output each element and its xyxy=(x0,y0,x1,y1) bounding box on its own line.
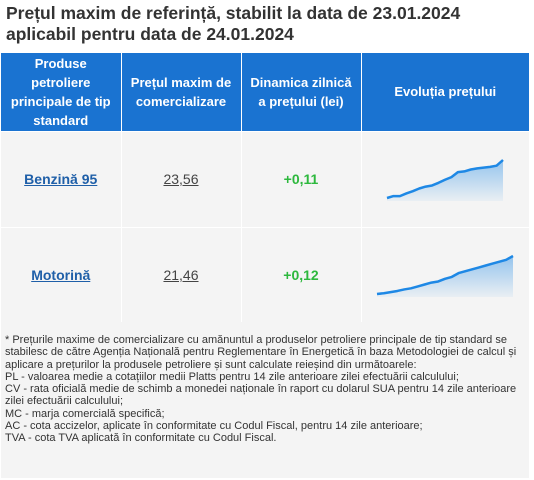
header-product: Produse petroliere principale de tip sta… xyxy=(1,53,121,131)
footnote-tva: TVA - cota TVA aplicată în conformitate … xyxy=(5,432,277,445)
footnotes: * Prețurile maxime de comercializare cu … xyxy=(1,322,529,478)
table-row: Motorină 21,46 +0,12 xyxy=(1,226,529,323)
header-price-evolution: Evoluția prețului xyxy=(360,53,529,131)
change-cell: +0,11 xyxy=(240,130,361,227)
product-link-benzina-95[interactable]: Benzină 95 xyxy=(24,171,98,187)
footnote-pl: PL - valoarea medie a cotațiilor medii P… xyxy=(5,370,459,383)
price-value[interactable]: 23,56 xyxy=(163,171,199,187)
sparkline-cell xyxy=(360,226,529,323)
price-table: Produse petroliere principale de tip sta… xyxy=(1,53,529,323)
footnote-intro: * Prețurile maxime de comercializare cu … xyxy=(5,334,517,371)
sparkline-cell xyxy=(360,130,529,227)
product-link-motorina[interactable]: Motorină xyxy=(31,267,91,284)
sparkline-benzina-95 xyxy=(386,159,505,201)
product-cell: Motorină xyxy=(1,226,121,323)
price-cell: 23,56 xyxy=(120,130,241,227)
header-daily-change: Dinamica zilnică a prețului (lei) xyxy=(240,53,361,131)
change-value: +0,11 xyxy=(283,171,319,187)
price-value[interactable]: 21,46 xyxy=(163,267,199,284)
product-cell: Benzină 95 xyxy=(1,130,121,227)
header-max-price: Prețul maxim de comercializare xyxy=(120,53,241,131)
table-header-row: Produse petroliere principale de tip sta… xyxy=(1,53,529,131)
change-value: +0,12 xyxy=(283,267,319,284)
sparkline-line xyxy=(386,159,505,200)
title-line-1: Prețul maxim de referință, stabilit la d… xyxy=(6,3,461,23)
price-cell: 21,46 xyxy=(120,226,241,323)
footnote-ac: AC - cota accizelor, aplicate în conform… xyxy=(5,420,423,433)
table-row: Benzină 95 23,56 +0,11 xyxy=(1,130,529,227)
sparkline-motorina xyxy=(377,255,514,298)
title-line-2: aplicabil pentru data de 24.01.2024 xyxy=(6,24,294,44)
footnote-mc: MC - marja comercială specifică; xyxy=(5,407,165,420)
footnote-cv: CV - rata oficială medie de schimb a mon… xyxy=(5,383,517,408)
page-title: Prețul maxim de referință, stabilit la d… xyxy=(6,3,526,45)
sparkline-line xyxy=(377,255,514,296)
sparkline-area xyxy=(377,256,514,298)
change-cell: +0,12 xyxy=(240,226,361,323)
